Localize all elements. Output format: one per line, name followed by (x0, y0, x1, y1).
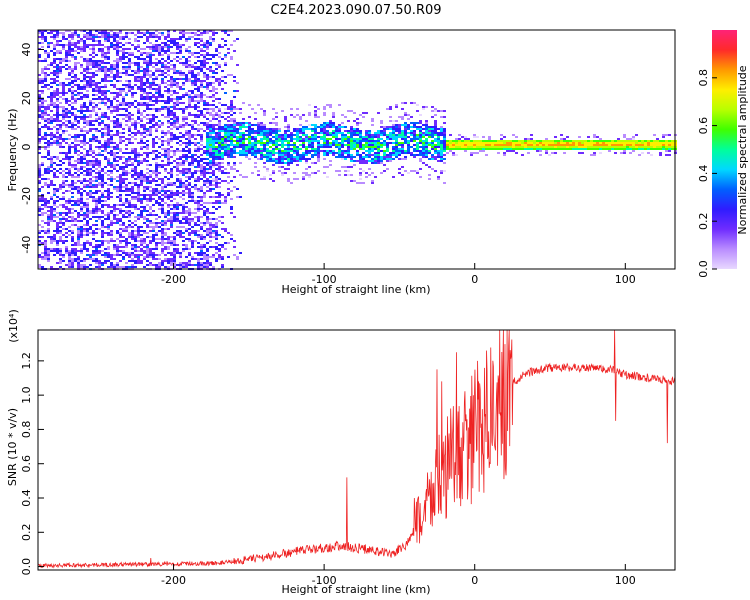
chart-title: C2E4.2023.090.07.50.R09 (270, 3, 441, 18)
colorbar-tick-label: 0.0 (697, 260, 710, 278)
y-tick-label: -20 (20, 187, 33, 205)
snr-y-label: SNR (10 * v/v) (6, 408, 19, 486)
spectrogram-y-label: Frequency (Hz) (6, 109, 19, 192)
snr-series-line (37, 329, 676, 569)
y-tick-label: 1.2 (20, 352, 33, 370)
x-tick-label: -200 (161, 273, 186, 286)
x-tick-label: 100 (615, 273, 636, 286)
snr-x-label: Height of straight line (km) (281, 583, 430, 596)
snr-frame (37, 329, 676, 571)
y-tick-label: 0.6 (20, 455, 33, 473)
colorbar-tick-label: 0.8 (697, 69, 710, 87)
snr-panel: -200 -100 0 100 0.0 0.2 0.4 0.6 0.8 1.0 1.2 Heigh… (6, 309, 676, 596)
spectrogram-x-label: Height of straight line (km) (281, 283, 430, 296)
y-tick-label: 1.0 (20, 386, 33, 404)
colorbar-label: Normalized spectral amplitude (736, 65, 749, 234)
y-tick-label: 0.8 (20, 421, 33, 439)
x-tick-label: 0 (471, 273, 478, 286)
x-tick-label: 0 (471, 574, 478, 587)
y-tick-label: -40 (20, 236, 33, 254)
spectrogram-frame (37, 29, 676, 270)
y-tick-label: 0.4 (20, 489, 33, 507)
snr-x-ticks: -200 -100 0 100 (161, 564, 636, 587)
spectrogram-cells (38, 30, 677, 270)
x-tick-label: -100 (312, 273, 337, 286)
colorbar-tick-label: 0.6 (697, 117, 710, 135)
y-tick-label: 40 (20, 43, 33, 57)
x-tick-label: -200 (161, 574, 186, 587)
snr-y-ticks: 0.0 0.2 0.4 0.6 0.8 1.0 1.2 (20, 352, 44, 575)
colorbar-tick-label: 0.2 (697, 212, 710, 230)
y-tick-label: 0.2 (20, 524, 33, 542)
colorbar-ticks: 0.0 0.2 0.4 0.6 0.8 (697, 69, 717, 278)
x-tick-label: 100 (615, 574, 636, 587)
snr-background (38, 330, 675, 570)
x-tick-label: -100 (312, 574, 337, 587)
snr-multiplier: (x10⁴) (7, 309, 20, 343)
spectrogram-x-ticks: -200 -100 0 100 (161, 263, 636, 286)
y-tick-label: 0.0 (20, 558, 33, 576)
y-tick-label: 20 (20, 91, 33, 105)
colorbar: 0.0 0.2 0.4 0.6 0.8 Normalized spectral ampl… (697, 30, 749, 278)
colorbar-tick-label: 0.4 (697, 165, 710, 183)
y-tick-label: 0 (20, 144, 33, 151)
colorbar-gradient (712, 30, 737, 269)
spectrogram-y-ticks: -40 -20 0 20 40 (20, 43, 44, 254)
